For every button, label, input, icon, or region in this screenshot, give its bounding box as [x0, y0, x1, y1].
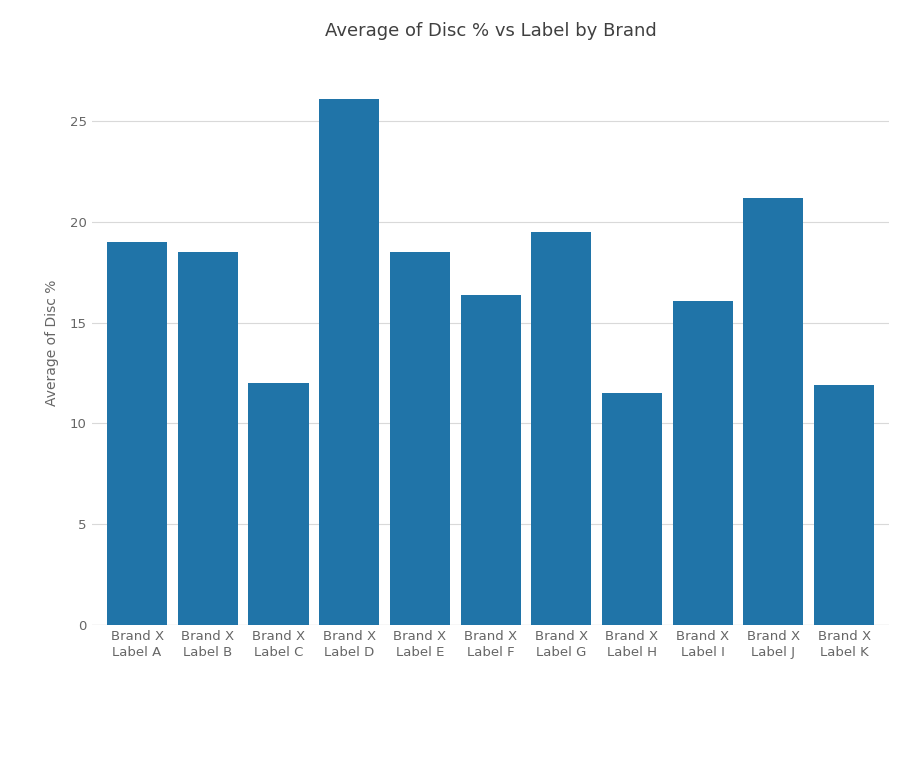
Bar — [460, 295, 521, 625]
Bar — [178, 252, 238, 625]
Title: Average of Disc % vs Label by Brand: Average of Disc % vs Label by Brand — [325, 22, 657, 40]
Bar — [390, 252, 450, 625]
Bar — [531, 232, 591, 625]
Bar — [602, 393, 662, 625]
Bar — [319, 99, 380, 625]
Bar — [249, 383, 308, 625]
Y-axis label: Average of Disc %: Average of Disc % — [45, 280, 59, 406]
Bar — [814, 385, 874, 625]
Bar — [744, 198, 803, 625]
Bar — [673, 300, 733, 625]
Bar — [107, 242, 167, 625]
